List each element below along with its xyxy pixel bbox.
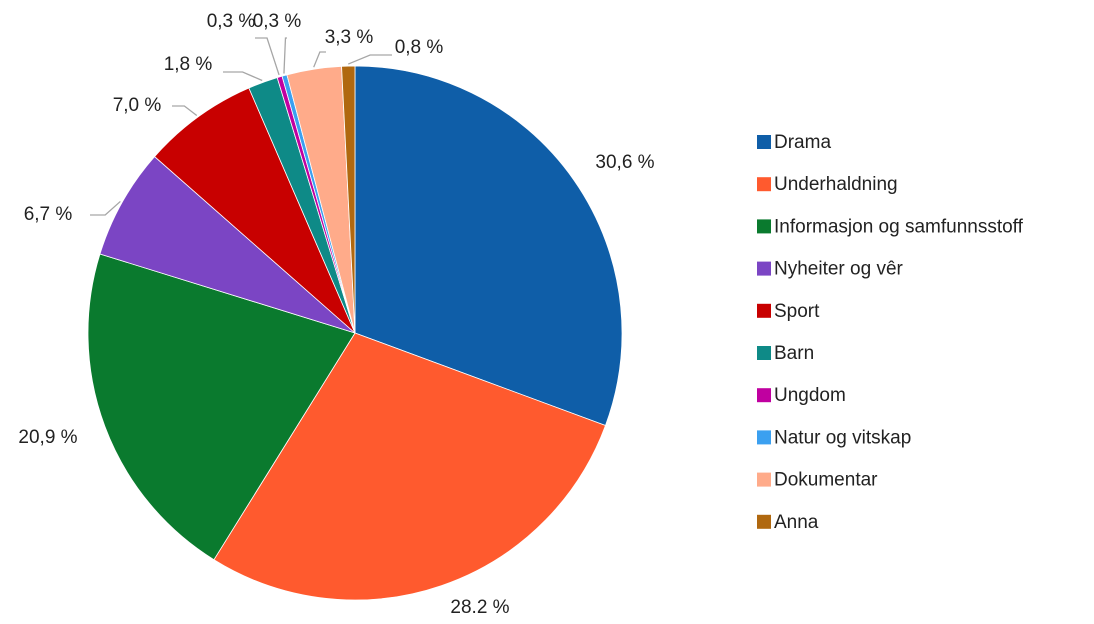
legend-swatch (757, 177, 771, 192)
data-label: 6,7 % (24, 204, 73, 225)
pie-slice (354, 65, 623, 427)
data-label: 0,8 % (395, 37, 444, 58)
legend-swatch (757, 303, 771, 318)
leader-line (223, 71, 263, 82)
legend-label: Informasjon og samfunnsstoff (774, 216, 1024, 237)
data-label: 20,9 % (18, 427, 77, 448)
data-label: 1,8 % (164, 54, 213, 75)
legend-label: Barn (774, 343, 814, 364)
data-label: 30,6 % (595, 152, 654, 173)
legend-label: Ungdom (774, 385, 846, 406)
pie-slice (99, 156, 356, 334)
legend-swatch (757, 388, 771, 403)
legend-label: Anna (774, 512, 819, 533)
data-label: 0,3 % (253, 11, 302, 32)
data-label: 3,3 % (325, 27, 374, 48)
legend-label: Drama (774, 132, 831, 153)
data-label: 28.2 % (450, 597, 509, 618)
leader-line (255, 37, 280, 76)
pie-slice (87, 253, 356, 561)
leader-line (347, 54, 392, 65)
leader-line (90, 200, 121, 216)
legend-label: Natur og vitskap (774, 427, 911, 448)
data-label: 7,0 % (113, 95, 162, 116)
legend-swatch (757, 472, 771, 487)
legend-swatch (757, 346, 771, 360)
legend-label: Dokumentar (774, 470, 878, 491)
pie-slice (154, 87, 356, 334)
leader-line (283, 37, 287, 74)
leader-line (172, 105, 198, 116)
data-label: 0,3 % (207, 11, 256, 32)
legend-swatch (757, 219, 771, 234)
legend-label: Nyheiter og vêr (774, 259, 904, 280)
legend-label: Sport (774, 301, 820, 322)
legend-label: Underhaldning (774, 174, 898, 195)
pie-slice (341, 65, 356, 334)
legend-swatch (757, 135, 771, 149)
legend-swatch (757, 514, 771, 529)
legend-swatch (757, 261, 771, 276)
legend-swatch (757, 430, 771, 445)
pie-slice (213, 332, 606, 601)
leader-line (313, 51, 326, 68)
